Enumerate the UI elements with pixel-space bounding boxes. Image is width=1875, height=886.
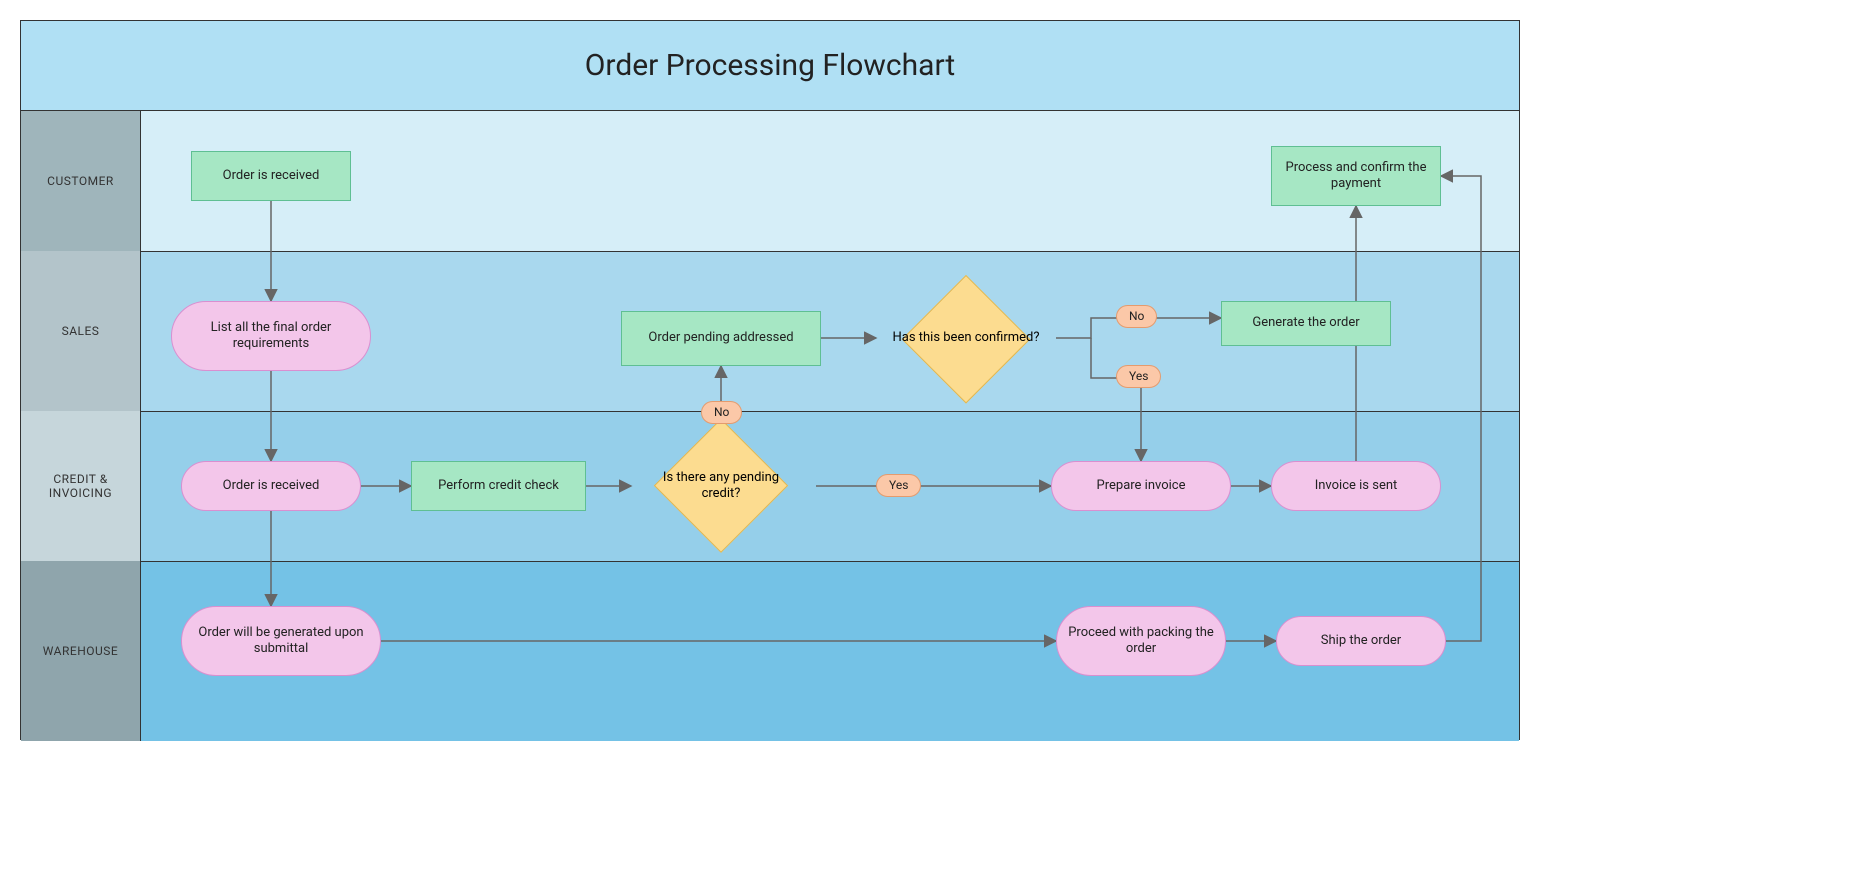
node-n_order_generated: Order will be generated upon submittal <box>181 606 381 676</box>
node-n_process_payment: Process and confirm the payment <box>1271 146 1441 206</box>
node-n_confirmed_q: Has this been confirmed? <box>871 291 1061 386</box>
node-n_prepare_invoice: Prepare invoice <box>1051 461 1231 511</box>
flowchart-container: Order Processing Flowchart CUSTOMERSALES… <box>20 20 1520 740</box>
lane-label-sales: SALES <box>21 251 141 411</box>
chart-title: Order Processing Flowchart <box>21 21 1519 111</box>
node-label: Has this been confirmed? <box>871 291 1061 386</box>
node-n_pending_credit_q: Is there any pending credit? <box>626 436 816 536</box>
lane-label-credit: CREDIT & INVOICING <box>21 411 141 561</box>
node-label: Is there any pending credit? <box>626 436 816 536</box>
node-n_ship_order: Ship the order <box>1276 616 1446 666</box>
node-n_list_reqs: List all the final order requirements <box>171 301 371 371</box>
node-n_order_received_cust: Order is received <box>191 151 351 201</box>
badge-b_no_conf: No <box>1116 305 1157 328</box>
badge-b_no_credit: No <box>701 401 742 424</box>
badge-b_yes_credit: Yes <box>876 474 921 497</box>
node-n_pack_order: Proceed with packing the order <box>1056 606 1226 676</box>
lane-label-warehouse: WAREHOUSE <box>21 561 141 741</box>
node-n_order_pending: Order pending addressed <box>621 311 821 366</box>
node-n_invoice_sent: Invoice is sent <box>1271 461 1441 511</box>
node-n_order_received_cr: Order is received <box>181 461 361 511</box>
node-n_credit_check: Perform credit check <box>411 461 586 511</box>
node-n_generate_order: Generate the order <box>1221 301 1391 346</box>
badge-b_yes_conf: Yes <box>1116 365 1161 388</box>
lane-label-customer: CUSTOMER <box>21 111 141 251</box>
